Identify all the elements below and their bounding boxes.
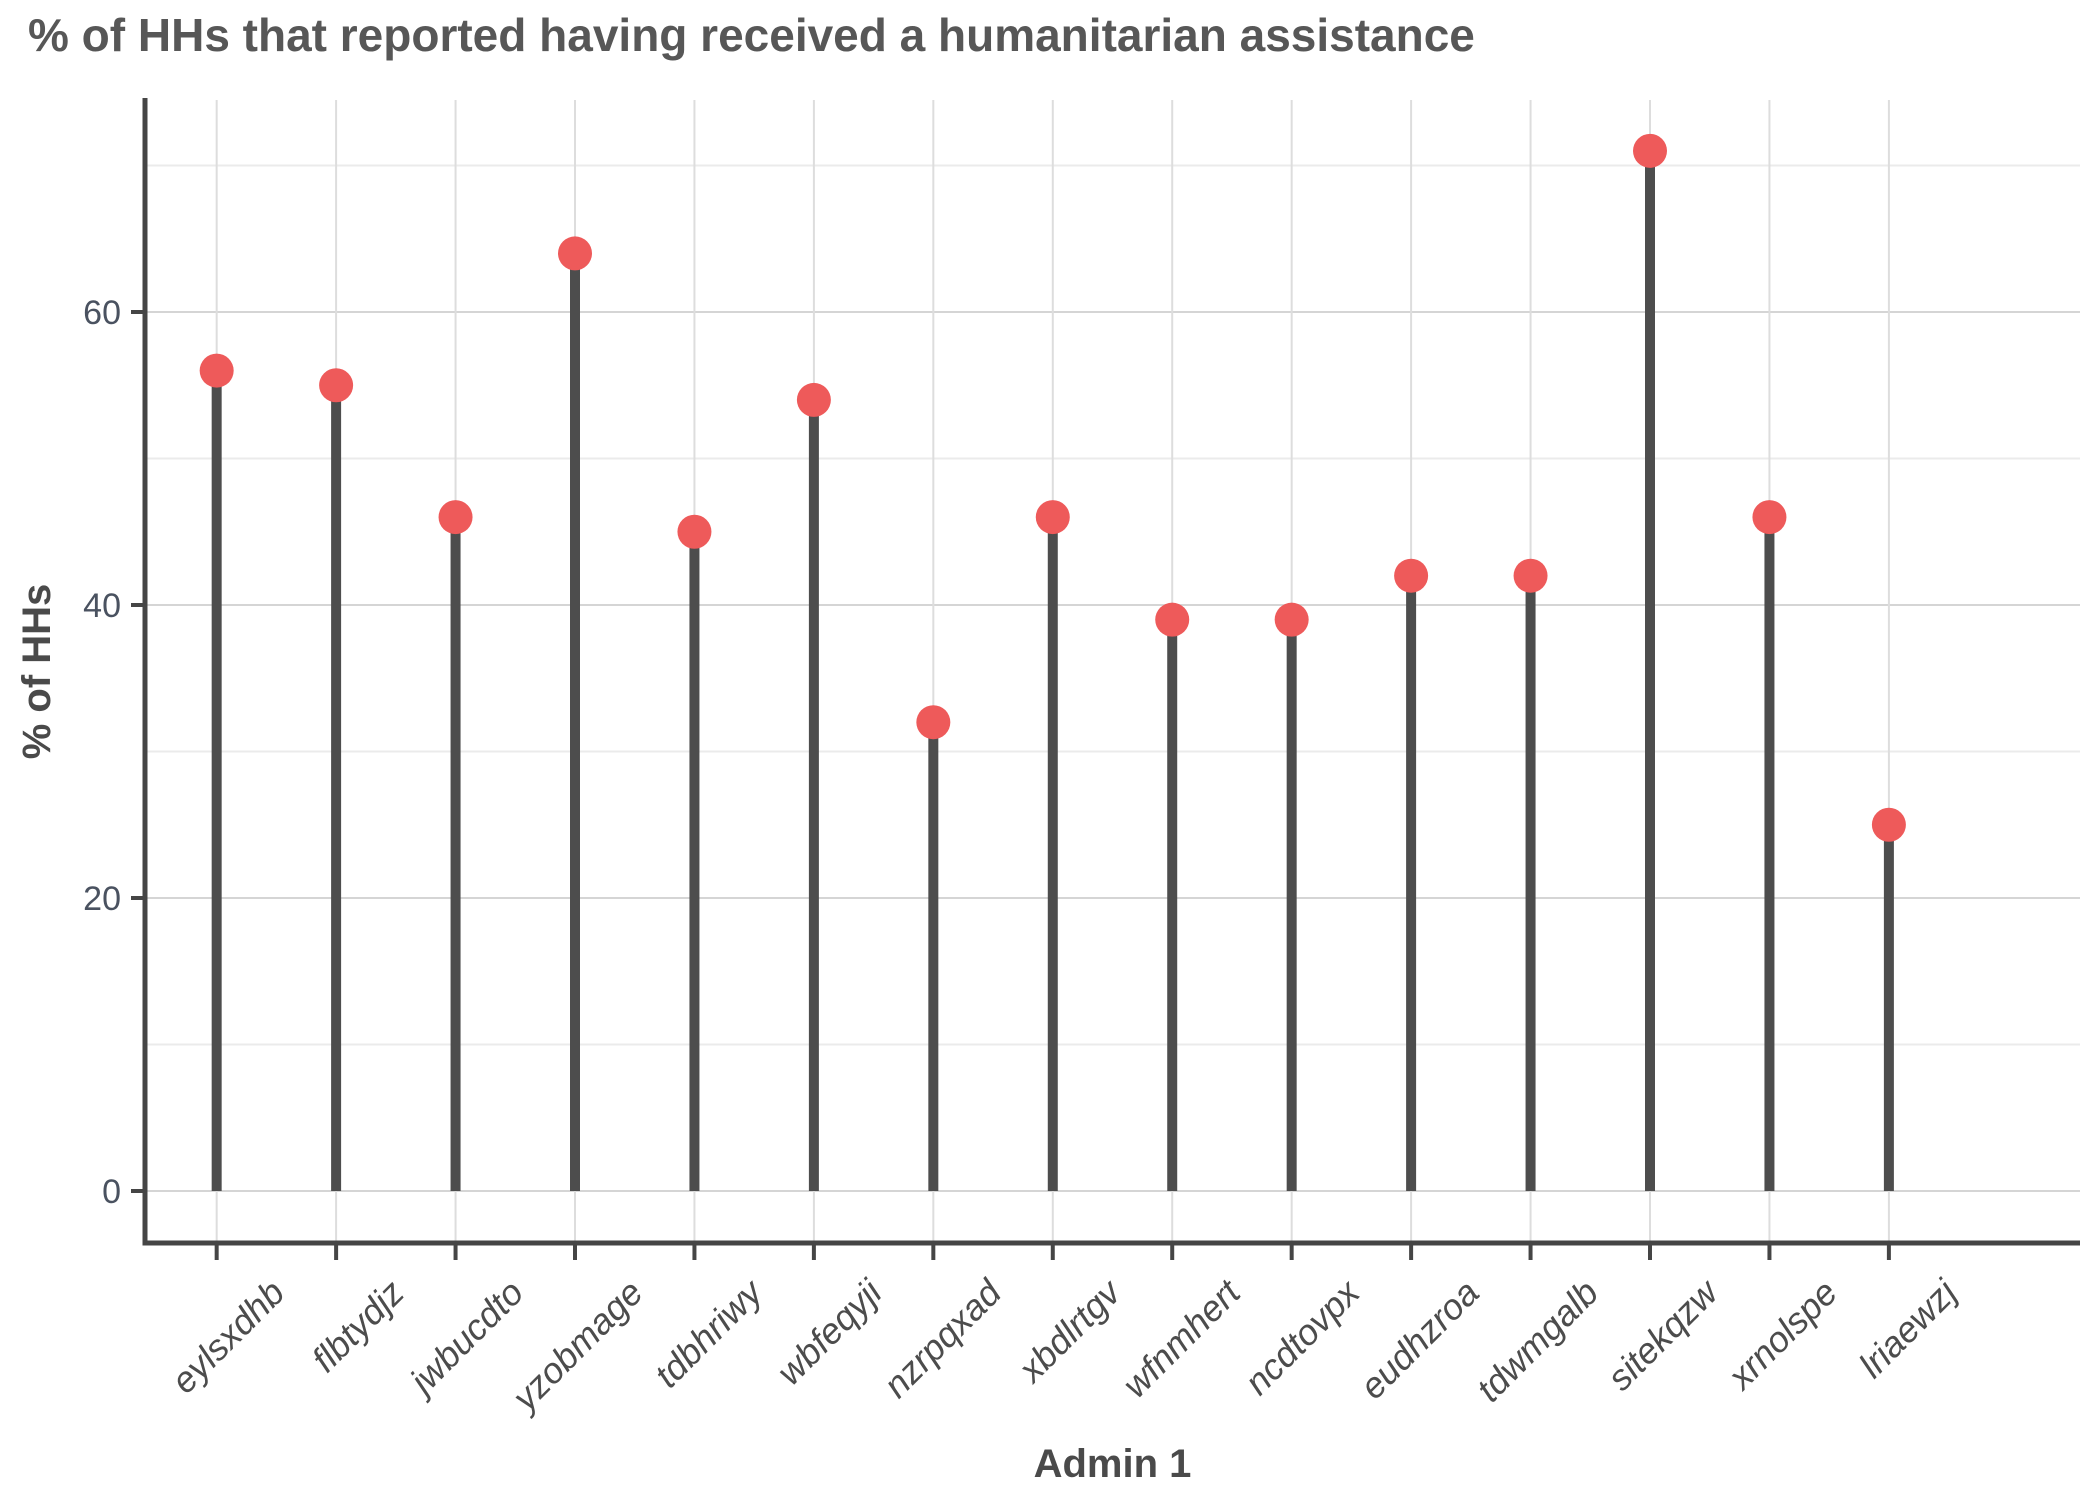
y-tick-label: 60	[83, 294, 121, 332]
data-point	[1035, 500, 1070, 535]
data-point	[677, 514, 712, 549]
y-axis-title: % of HHs	[15, 584, 59, 760]
data-point	[558, 236, 592, 271]
data-point	[199, 353, 234, 388]
x-tick-label: ncdtovpx	[1236, 1270, 1368, 1402]
data-point	[1633, 133, 1667, 168]
data-point	[1871, 807, 1906, 842]
x-tick-label: nzrpqxad	[875, 1271, 1009, 1405]
y-tick-label: 20	[83, 880, 121, 918]
x-tick-label: xbdlrtgv	[1009, 1270, 1130, 1391]
data-point	[1394, 558, 1429, 593]
x-tick-label: wbfeqyji	[769, 1271, 891, 1393]
x-tick-label: sitekqzw	[1599, 1270, 1727, 1398]
x-axis-title: Admin 1	[1034, 1442, 1192, 1486]
y-tick-label: 0	[102, 1173, 121, 1211]
x-tick-label: xrnolspe	[1718, 1272, 1845, 1399]
data-point	[1513, 558, 1548, 593]
x-tick-label: flbtydjz	[304, 1272, 412, 1380]
chart-title: % of HHs that reported having received a…	[28, 9, 1475, 61]
x-tick-label: lriaewzj	[1851, 1271, 1966, 1386]
data-point	[319, 368, 354, 403]
x-tick-label: eudhzroa	[1352, 1272, 1487, 1407]
x-tick-label: tdbhriwy	[646, 1270, 771, 1395]
data-point	[438, 500, 473, 535]
x-tick-label: eylsxdhb	[163, 1272, 292, 1401]
y-tick-label: 40	[83, 587, 121, 625]
data-point	[1274, 602, 1309, 637]
x-tick-label: wfnmhert	[1114, 1270, 1249, 1405]
data-point	[916, 705, 951, 740]
data-point	[1155, 602, 1190, 637]
data-point	[796, 382, 831, 417]
x-tick-label: tdwmgalb	[1468, 1272, 1606, 1410]
data-point	[1752, 500, 1787, 535]
